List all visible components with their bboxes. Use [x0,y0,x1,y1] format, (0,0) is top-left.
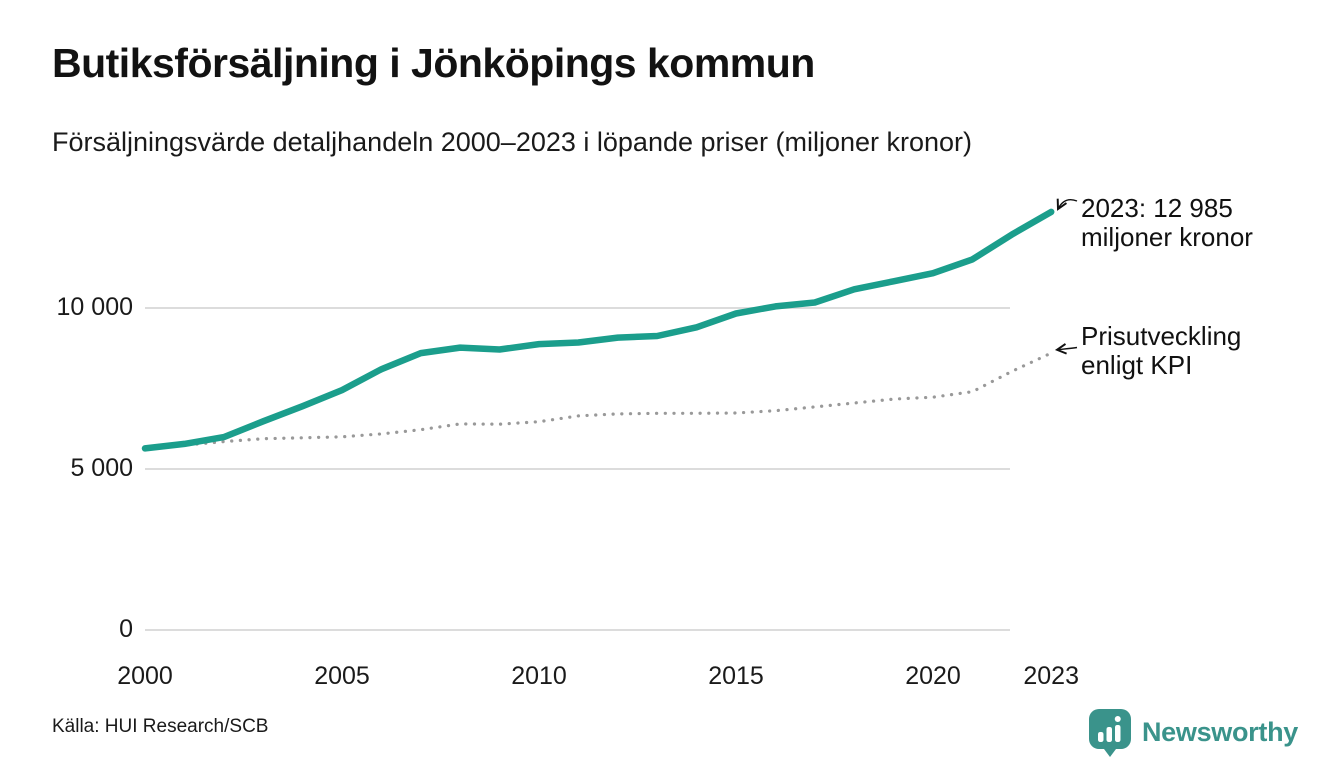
page-title: Butiksförsäljning i Jönköpings kommun [52,40,815,86]
x-axis-tick: 2015 [708,662,764,690]
annotation-line: 2023: 12 985 [1081,193,1233,223]
x-axis-tick: 2023 [1023,662,1079,690]
annotation-line: Prisutveckling [1081,321,1242,351]
annotation-line: enligt KPI [1081,350,1193,380]
newsworthy-pin-icon [1088,709,1131,757]
x-axis-tick: 2010 [511,662,567,690]
gridlines [145,307,1010,631]
x-axis-tick: 2000 [117,662,173,690]
y-axis-tick: 0 [119,615,133,643]
sales-line [141,208,1055,452]
kpi-line [143,351,1053,450]
x-axis-tick: 2020 [905,662,961,690]
chart-subtitle: Försäljningsvärde detaljhandeln 2000–202… [52,127,973,157]
y-axis-tick: 5 000 [70,454,133,482]
newsworthy-wordmark: Newsworthy [1141,717,1298,747]
annotation-arrow-kpi [1054,343,1078,355]
source-credit: Källa: HUI Research/SCB [52,716,269,737]
y-axis-tick: 10 000 [56,293,133,321]
annotation-line: miljoner kronor [1081,222,1253,252]
newsworthy-logo[interactable]: Newsworthy [1088,708,1298,757]
x-axis-tick: 2005 [314,662,370,690]
annotation-arrow-sales [1056,198,1078,211]
annotation-sales-2023: 2023: 12 985 miljoner kronor [1081,194,1253,252]
annotation-kpi: Prisutveckling enligt KPI [1081,322,1241,380]
